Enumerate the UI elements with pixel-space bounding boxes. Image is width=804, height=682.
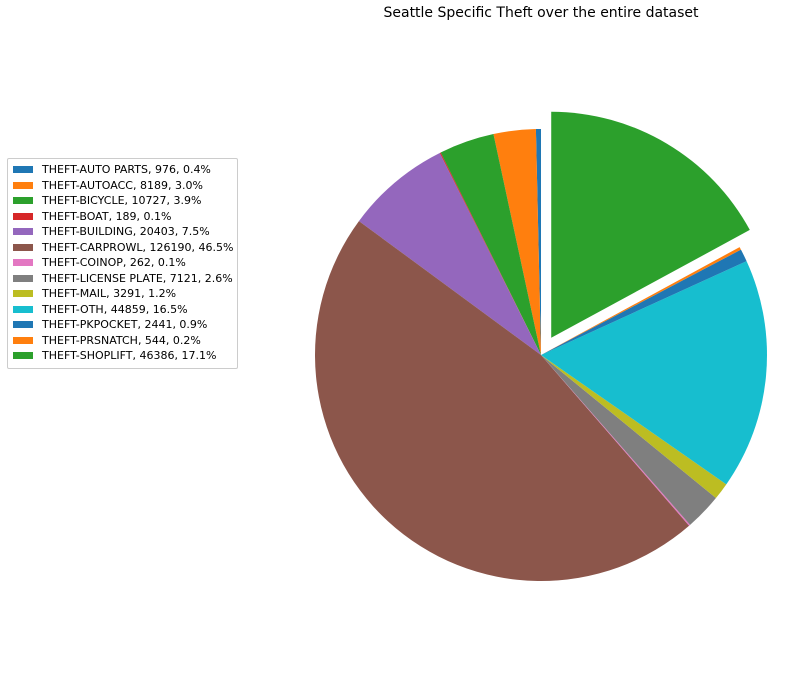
pie-slice-theft-autoacc [493,129,541,355]
legend-item: THEFT-AUTO PARTS, 976, 0.4% [8,162,237,178]
legend-swatch [13,212,33,220]
legend-item: THEFT-PRSNATCH, 544, 0.2% [8,333,237,349]
legend-item: THEFT-OTH, 44859, 16.5% [8,302,237,318]
legend-label: THEFT-LICENSE PLATE, 7121, 2.6% [42,271,233,285]
pie-slice-theft-bicycle [440,134,541,355]
legend-label: THEFT-MAIL, 3291, 1.2% [42,287,177,301]
legend-label: THEFT-OTH, 44859, 16.5% [42,302,188,316]
legend-swatch [13,243,33,251]
legend-label: THEFT-CARPROWL, 126190, 46.5% [42,240,234,254]
legend-swatch [13,259,33,267]
legend-swatch [13,321,33,329]
legend-item: THEFT-BUILDING, 20403, 7.5% [8,224,237,240]
legend-swatch [13,197,33,205]
legend-item: THEFT-CARPROWL, 126190, 46.5% [8,240,237,256]
legend-item: THEFT-BOAT, 189, 0.1% [8,209,237,225]
legend-item: THEFT-SHOPLIFT, 46386, 17.1% [8,348,237,364]
legend-label: THEFT-BOAT, 189, 0.1% [42,209,172,223]
legend-swatch [13,166,33,174]
legend-label: THEFT-AUTO PARTS, 976, 0.4% [42,163,211,177]
legend-label: THEFT-SHOPLIFT, 46386, 17.1% [42,349,217,363]
legend-label: THEFT-BUILDING, 20403, 7.5% [42,225,210,239]
legend-swatch [13,305,33,313]
legend-label: THEFT-PKPOCKET, 2441, 0.9% [42,318,208,332]
pie-slice-theft-carprowl [315,221,690,581]
pie-slice-theft-oth [541,261,767,485]
legend-label: THEFT-PRSNATCH, 544, 0.2% [42,333,201,347]
legend: THEFT-AUTO PARTS, 976, 0.4% THEFT-AUTOACC… [7,158,238,369]
legend-label: THEFT-BICYCLE, 10727, 3.9% [42,194,202,208]
legend-item: THEFT-MAIL, 3291, 1.2% [8,286,237,302]
legend-swatch [13,290,33,298]
legend-swatch [13,274,33,282]
pie-slice-theft-pkpocket [541,249,747,355]
legend-label: THEFT-COINOP, 262, 0.1% [42,256,186,270]
legend-item: THEFT-LICENSE PLATE, 7121, 2.6% [8,271,237,287]
legend-item: THEFT-AUTOACC, 8189, 3.0% [8,178,237,194]
pie-slice-theft-prsnatch [541,247,741,355]
pie-slice-theft-license-plate [541,355,716,525]
legend-item: THEFT-BICYCLE, 10727, 3.9% [8,193,237,209]
pie-slice-theft-auto-parts [535,129,541,355]
pie-slice-theft-shoplift [551,111,750,338]
legend-swatch [13,181,33,189]
legend-swatch [13,336,33,344]
legend-swatch [13,228,33,236]
legend-swatch [13,352,33,360]
legend-item: THEFT-PKPOCKET, 2441, 0.9% [8,317,237,333]
pie-slice-theft-coinop [541,355,691,526]
pie-slice-theft-boat [439,152,541,355]
chart-title: Seattle Specific Theft over the entire d… [383,5,699,21]
pie-slice-theft-mail [541,355,727,499]
legend-item: THEFT-COINOP, 262, 0.1% [8,255,237,271]
pie-slice-theft-building [358,152,541,355]
legend-label: THEFT-AUTOACC, 8189, 3.0% [42,178,203,192]
